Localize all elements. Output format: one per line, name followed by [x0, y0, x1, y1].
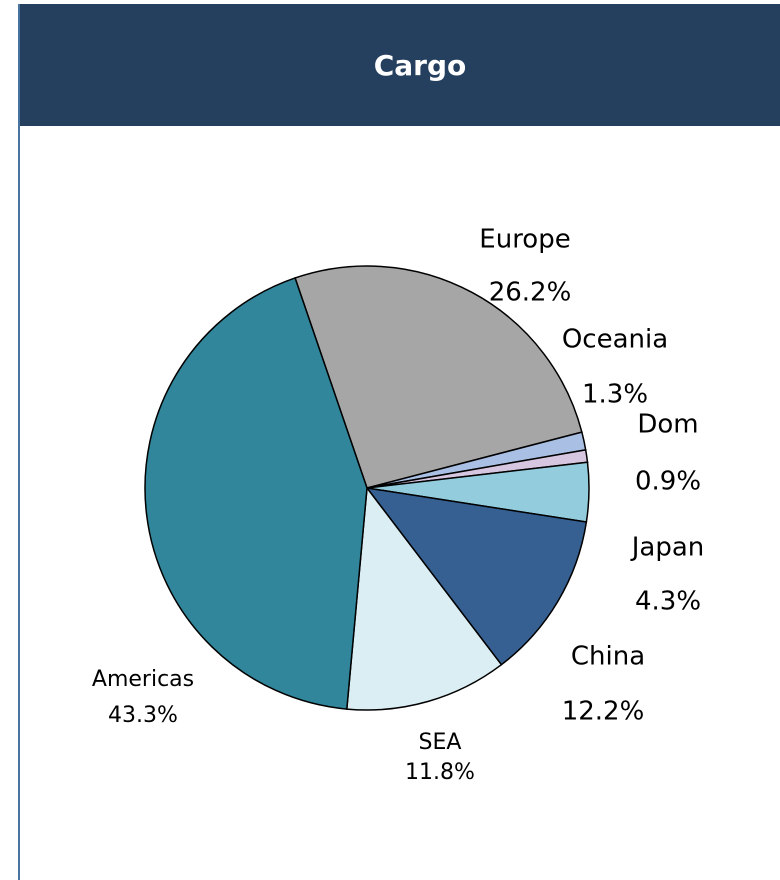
value-label: 12.2% [562, 697, 645, 727]
category-label: Japan [630, 533, 705, 563]
category-label: Dom [637, 410, 698, 440]
category-label: China [571, 642, 645, 672]
category-label: Oceania [562, 325, 668, 355]
value-label: 11.8% [405, 760, 475, 785]
pie-slice [294, 265, 583, 489]
header [18, 4, 780, 126]
chart-title: Cargo [374, 49, 467, 82]
pie-slice [144, 277, 368, 710]
value-label: 1.3% [582, 380, 648, 410]
pie-slice [365, 486, 588, 666]
value-label: 4.3% [635, 587, 701, 617]
category-label: Americas [92, 667, 194, 692]
value-label: 43.3% [108, 703, 178, 728]
category-label: Europe [479, 225, 570, 255]
pie-slice [345, 486, 503, 711]
category-label: SEA [419, 730, 462, 755]
value-label: 26.2% [489, 278, 572, 308]
value-label: 0.9% [635, 467, 701, 497]
